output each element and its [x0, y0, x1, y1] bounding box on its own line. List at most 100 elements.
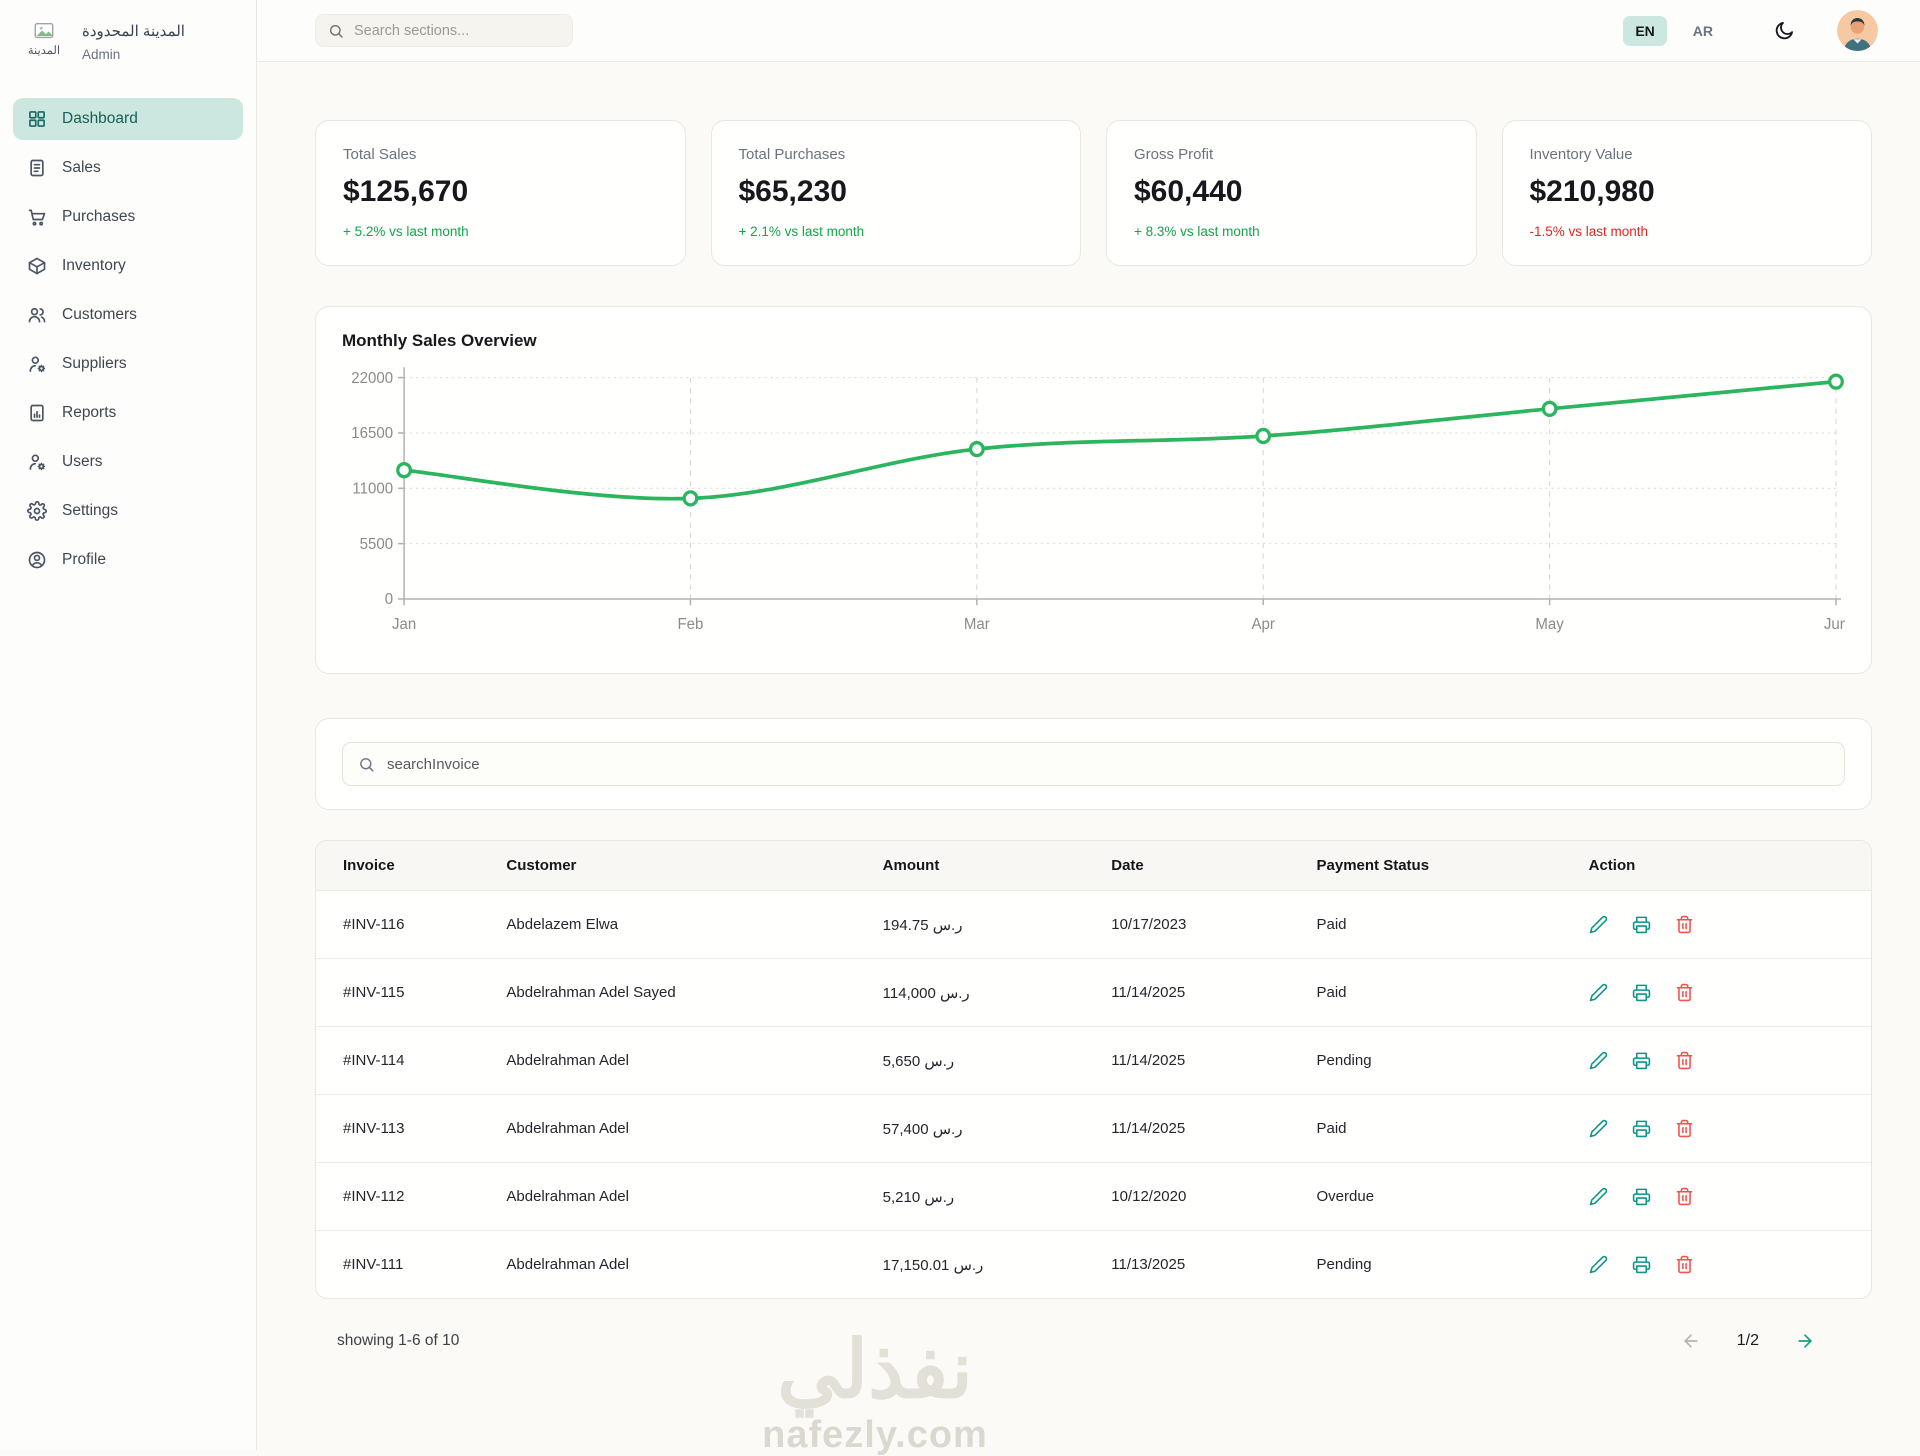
svg-text:Jan: Jan [392, 616, 416, 633]
pagination: 1/2 [1681, 1331, 1815, 1351]
print-invoice-button[interactable] [1632, 983, 1651, 1002]
delete-invoice-button[interactable] [1675, 1051, 1694, 1070]
sidebar-item-label: Customers [62, 306, 137, 323]
sidebar-item-settings[interactable]: Settings [13, 490, 243, 532]
edit-invoice-button[interactable] [1589, 915, 1608, 934]
theme-toggle-button[interactable] [1773, 20, 1795, 42]
edit-invoice-button[interactable] [1589, 1255, 1608, 1274]
sidebar-item-reports[interactable]: Reports [13, 392, 243, 434]
table-row: #INV-116 Abdelazem Elwa 194.75 ر.س 10/17/20… [316, 890, 1871, 959]
user-gear-icon [27, 354, 47, 374]
svg-text:May: May [1535, 616, 1564, 633]
chart-title: Monthly Sales Overview [342, 331, 537, 350]
next-page-button[interactable] [1795, 1331, 1815, 1351]
print-invoice-button[interactable] [1632, 1051, 1651, 1070]
sidebar-item-purchases[interactable]: Purchases [13, 196, 243, 238]
status-cell: Pending [1306, 1026, 1579, 1095]
edit-invoice-button[interactable] [1589, 1187, 1608, 1206]
stat-change: + 2.1% vs last month [738, 224, 865, 239]
sidebar: المدينة المدينة المحدودة Admin Dashboard… [0, 0, 257, 1450]
status-cell: Paid [1306, 890, 1579, 959]
table-footer: showing 1-6 of 10 1/2 [315, 1331, 1872, 1351]
table-row: #INV-111 Abdelrahman Adel 17,150.01 ر.س 11/… [316, 1230, 1871, 1298]
broken-image-icon [34, 22, 54, 39]
edit-invoice-button[interactable] [1589, 1119, 1608, 1138]
monthly-sales-line-chart: 0 5500 11000 16500 22000 Jan Feb Mar Apr May Jun [351, 367, 1845, 633]
sidebar-item-label: Users [62, 453, 103, 470]
print-invoice-button[interactable] [1632, 915, 1651, 934]
stat-card-total-purchases: Total Purchases $65,230 + 2.1% vs last mon… [710, 120, 1081, 266]
svg-text:11000: 11000 [352, 480, 393, 497]
delete-invoice-button[interactable] [1675, 1255, 1694, 1274]
action-cell [1578, 958, 1871, 1027]
svg-text:Jun: Jun [1824, 616, 1845, 633]
package-icon [27, 256, 47, 276]
customer-cell: Abdelrahman Adel [496, 1094, 873, 1163]
sections-search-input[interactable]: Search sections... [315, 14, 573, 47]
sidebar-item-inventory[interactable]: Inventory [13, 245, 243, 287]
lang-toggle-ar[interactable]: AR [1692, 22, 1713, 39]
sidebar-item-dashboard[interactable]: Dashboard [13, 98, 243, 140]
brand-text: المدينة المحدودة Admin [82, 20, 185, 62]
invoice-search-card: searchInvoice [315, 718, 1872, 810]
amount-cell: 114,000 ر.س [872, 958, 1102, 1027]
date-cell: 11/14/2025 [1101, 1094, 1307, 1163]
column-header-customer: Customer [506, 857, 577, 874]
svg-text:5500: 5500 [360, 536, 393, 553]
print-invoice-button[interactable] [1632, 1119, 1651, 1138]
action-cell [1578, 1230, 1871, 1298]
delete-invoice-button[interactable] [1675, 1187, 1694, 1206]
status-cell: Pending [1306, 1230, 1579, 1298]
dashboard-content: Total Sales $125,670 + 5.2% vs last month T… [257, 62, 1920, 1450]
status-cell: Paid [1306, 958, 1579, 1027]
sidebar-item-sales[interactable]: Sales [13, 147, 243, 189]
moon-icon [1775, 21, 1793, 39]
stat-title: Gross Profit [1134, 146, 1214, 163]
invoice-cell: #INV-112 [316, 1162, 497, 1231]
sales-chart-card: Monthly Sales Overview 0 5500 11000 16500 22… [315, 306, 1872, 674]
edit-invoice-button[interactable] [1589, 983, 1608, 1002]
delete-invoice-button[interactable] [1675, 915, 1694, 934]
print-invoice-button[interactable] [1632, 1187, 1651, 1206]
lang-toggle-en[interactable]: EN [1623, 15, 1667, 46]
invoice-cell: #INV-114 [316, 1026, 497, 1095]
stat-title: Inventory Value [1529, 146, 1633, 163]
svg-text:16500: 16500 [351, 425, 393, 442]
date-cell: 10/12/2020 [1101, 1162, 1307, 1231]
sidebar-item-label: Suppliers [62, 355, 127, 372]
stat-card-inventory-value: Inventory Value $210,980 -1.5% vs last mon… [1501, 120, 1872, 266]
svg-text:Feb: Feb [678, 616, 704, 633]
customer-cell: Abdelrahman Adel Sayed [496, 958, 873, 1027]
sidebar-item-label: Dashboard [62, 110, 138, 127]
invoice-cell: #INV-113 [316, 1094, 497, 1163]
invoice-cell: #INV-115 [316, 958, 497, 1027]
company-name: المدينة المحدودة [82, 23, 185, 40]
amount-cell: 17,150.01 ر.س [872, 1230, 1102, 1298]
stat-value: $210,980 [1529, 175, 1655, 208]
search-icon [358, 756, 375, 773]
sidebar-item-profile[interactable]: Profile [13, 539, 243, 581]
previous-page-button[interactable] [1681, 1331, 1701, 1351]
showing-count: showing 1-6 of 10 [337, 1332, 460, 1349]
table-row: #INV-114 Abdelrahman Adel 5,650 ر.س 11/14/2… [316, 1026, 1871, 1095]
delete-invoice-button[interactable] [1675, 983, 1694, 1002]
date-cell: 10/17/2023 [1101, 890, 1307, 959]
users-icon [27, 305, 47, 325]
date-cell: 11/14/2025 [1101, 958, 1307, 1027]
search-placeholder: Search sections... [354, 22, 470, 39]
delete-invoice-button[interactable] [1675, 1119, 1694, 1138]
sidebar-item-customers[interactable]: Customers [13, 294, 243, 336]
stat-title: Total Sales [343, 146, 417, 163]
table-row: #INV-115 Abdelrahman Adel Sayed 114,000 ر.… [316, 958, 1871, 1027]
sidebar-item-suppliers[interactable]: Suppliers [13, 343, 243, 385]
customer-cell: Abdelazem Elwa [496, 890, 873, 959]
invoice-search-input[interactable]: searchInvoice [342, 742, 1845, 786]
company-logo-alt-text: المدينة [27, 45, 61, 57]
print-invoice-button[interactable] [1632, 1255, 1651, 1274]
arrow-right-icon [1798, 1334, 1812, 1348]
edit-invoice-button[interactable] [1589, 1051, 1608, 1070]
user-avatar[interactable] [1837, 10, 1878, 51]
sidebar-item-label: Profile [62, 551, 106, 568]
stat-value: $125,670 [343, 175, 469, 208]
sidebar-item-users[interactable]: Users [13, 441, 243, 483]
